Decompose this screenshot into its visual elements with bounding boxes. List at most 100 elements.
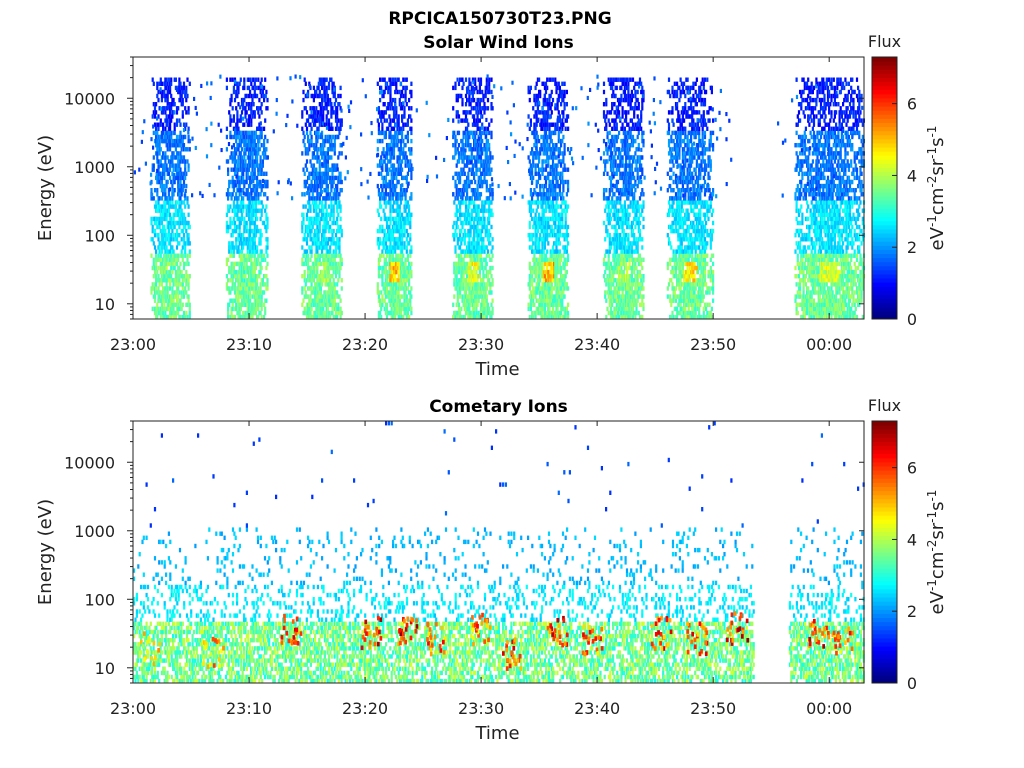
spectrogram-cell [332, 110, 335, 115]
spectrogram-cell [257, 302, 260, 307]
spectrogram-cell [479, 138, 483, 144]
spectrogram-cell [466, 155, 469, 160]
spectrogram-cell [382, 114, 385, 119]
spectrogram-cell [180, 192, 183, 197]
spectrogram-cell [232, 89, 235, 95]
spectrogram-cell [466, 143, 469, 148]
spectrogram-cell [322, 81, 325, 86]
spectrogram-cell [475, 143, 478, 148]
spectrogram-cell [304, 237, 307, 242]
spectrogram-cell [164, 269, 167, 275]
spectrogram-cell [390, 314, 393, 320]
spectrogram-cell [483, 204, 486, 209]
spectrogram-cell [469, 290, 472, 295]
spectrogram-cell [462, 314, 465, 320]
spectrogram-cell [155, 282, 158, 287]
spectrogram-cell [380, 274, 383, 279]
spectrogram-cell [324, 274, 327, 279]
spectrogram-cell [169, 138, 172, 144]
spectrogram-cell [334, 97, 338, 103]
spectrogram-cell [156, 302, 159, 307]
spectrogram-cell [239, 159, 242, 164]
spectrogram-cell [310, 143, 313, 148]
spectrogram-cell [459, 228, 462, 234]
spectrogram-cell [164, 228, 167, 234]
spectrogram-cell [408, 167, 411, 172]
spectrogram-cell [401, 261, 404, 267]
spectrogram-cell [337, 126, 340, 131]
spectrogram-cell [252, 204, 255, 209]
spectrogram-cell [481, 237, 484, 242]
spectrogram-cell [426, 178, 429, 183]
spectrogram-cell [243, 228, 246, 234]
spectrogram-cell [258, 269, 261, 275]
spectrogram-cell [466, 245, 469, 250]
spectrogram-cell [389, 134, 392, 140]
spectrogram-cell [460, 147, 463, 152]
spectrogram-cell [466, 233, 469, 238]
spectrogram-cell [466, 196, 469, 201]
spectrogram-cell [323, 233, 326, 238]
spectrogram-cell [253, 163, 256, 168]
spectrogram-cell [156, 159, 159, 164]
spectrogram-cell [475, 290, 478, 295]
spectrogram-cell [249, 183, 252, 189]
spectrogram-cell [314, 200, 317, 205]
spectrogram-cell [410, 130, 413, 136]
spectrogram-cell [460, 192, 463, 197]
spectrogram-cell [302, 298, 305, 303]
spectrogram-cell [159, 134, 162, 140]
spectrogram-cell [474, 208, 477, 213]
spectrogram-cell [319, 143, 322, 148]
spectrogram-cell [184, 188, 187, 193]
spectrogram-cell [332, 134, 335, 140]
spectrogram-cell [457, 81, 461, 86]
spectrogram-cell [466, 110, 469, 115]
spectrogram-cell [481, 106, 484, 111]
spectrogram-cell [337, 241, 340, 246]
spectrogram-cell [463, 265, 466, 271]
spectrogram-cell [264, 151, 267, 156]
spectrogram-cell [315, 134, 318, 140]
spectrogram-cell [303, 134, 306, 140]
spectrogram-cell [486, 310, 490, 316]
spectrogram-cell [184, 245, 187, 250]
spectrogram-cell [155, 172, 158, 177]
spectrogram-cell [486, 196, 490, 201]
spectrogram-cell [252, 183, 255, 189]
spectrogram-cell [466, 130, 469, 136]
spectrogram-cell [243, 290, 246, 295]
spectrogram-cell [263, 147, 266, 152]
spectrogram-cell [387, 282, 390, 287]
spectrogram-cell [401, 89, 404, 95]
spectrogram-cell [485, 282, 488, 287]
spectrogram-cell [380, 130, 383, 136]
spectrogram-cell [485, 298, 488, 303]
spectrogram-cell [166, 93, 169, 99]
spectrogram-cell [310, 134, 313, 140]
spectrogram-cell [334, 196, 338, 201]
spectrogram-cell [304, 147, 307, 152]
spectrogram-cell [459, 204, 462, 209]
spectrogram-cell [464, 134, 468, 140]
spectrogram-cell [395, 130, 398, 136]
spectrogram-cell [318, 274, 321, 279]
spectrogram-cell [304, 310, 307, 316]
spectrogram-cell [243, 122, 246, 127]
spectrogram-cell [527, 200, 530, 205]
spectrogram-cell [462, 134, 465, 140]
spectrogram-cell [249, 220, 252, 226]
spectrogram-cell [250, 265, 253, 271]
spectrogram-cell [162, 130, 165, 136]
spectrogram-cell [403, 188, 406, 193]
spectrogram-cell [166, 200, 169, 205]
spectrogram-cell [160, 163, 163, 168]
spectrogram-cell [179, 261, 182, 267]
spectrogram-cell [169, 85, 172, 91]
spectrogram-cell [385, 163, 389, 168]
spectrogram-cell [263, 171, 266, 176]
spectrogram-cell [257, 314, 260, 320]
spectrogram-cell [179, 183, 182, 189]
spectrogram-cell [455, 114, 458, 119]
spectrogram-cell [471, 85, 474, 91]
